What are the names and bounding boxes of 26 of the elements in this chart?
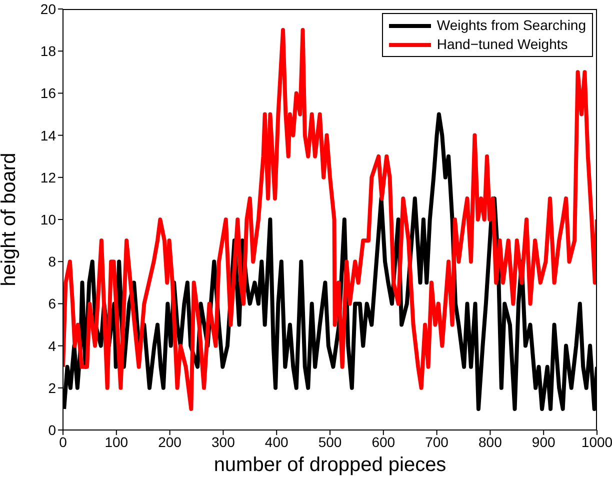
y-tick-label: 6 [48,296,56,312]
x-axis-title: number of dropped pieces [214,454,446,476]
y-tick-label: 0 [48,422,56,438]
y-tick-label: 4 [48,338,56,354]
y-tick-label: 14 [40,127,56,144]
y-tick-label: 8 [48,254,56,270]
x-tick-label: 400 [264,434,288,450]
y-axis-title: height of board [0,152,20,286]
x-tick-label: 800 [478,434,502,450]
y-tick-label: 20 [40,0,56,17]
y-tick-label: 18 [40,43,56,60]
x-tick-label: 100 [104,434,128,450]
x-tick-label: 700 [425,434,449,450]
y-tick-label: 16 [40,85,56,102]
x-tick-label: 200 [158,434,182,450]
legend-label: Hand−tuned Weights [436,35,568,54]
x-tick-label: 0 [59,434,68,450]
x-tick-label: 300 [212,434,236,450]
x-tick-label: 900 [532,434,556,450]
legend-label: Weights from Searching [436,16,586,35]
x-tick-label: 600 [372,434,396,450]
y-tick-label: 12 [40,169,56,186]
x-tick-label: 500 [318,434,342,450]
y-tick-label: 10 [40,211,56,228]
x-tick-label: 1000 [581,434,612,450]
y-tick-label: 2 [48,380,56,396]
